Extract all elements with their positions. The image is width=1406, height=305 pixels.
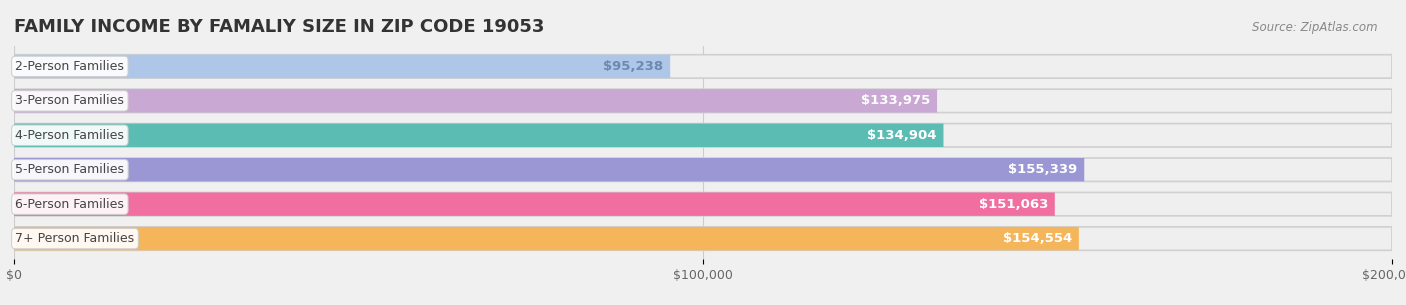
Text: Source: ZipAtlas.com: Source: ZipAtlas.com [1253, 21, 1378, 34]
Text: $133,975: $133,975 [860, 94, 931, 107]
Text: 7+ Person Families: 7+ Person Families [15, 232, 135, 245]
FancyBboxPatch shape [14, 158, 1084, 181]
Text: FAMILY INCOME BY FAMALIY SIZE IN ZIP CODE 19053: FAMILY INCOME BY FAMALIY SIZE IN ZIP COD… [14, 18, 544, 36]
Text: $95,238: $95,238 [603, 60, 664, 73]
Text: 2-Person Families: 2-Person Families [15, 60, 124, 73]
Text: $154,554: $154,554 [1002, 232, 1071, 245]
FancyBboxPatch shape [14, 227, 1392, 250]
Text: 4-Person Families: 4-Person Families [15, 129, 124, 142]
Text: $134,904: $134,904 [868, 129, 936, 142]
FancyBboxPatch shape [14, 124, 1392, 147]
FancyBboxPatch shape [14, 55, 671, 78]
FancyBboxPatch shape [14, 124, 943, 147]
FancyBboxPatch shape [14, 89, 1392, 113]
Text: $155,339: $155,339 [1008, 163, 1077, 176]
Text: $151,063: $151,063 [979, 198, 1047, 211]
FancyBboxPatch shape [14, 158, 1392, 181]
FancyBboxPatch shape [14, 192, 1054, 216]
Text: 5-Person Families: 5-Person Families [15, 163, 125, 176]
Text: 6-Person Families: 6-Person Families [15, 198, 124, 211]
FancyBboxPatch shape [14, 227, 1078, 250]
FancyBboxPatch shape [14, 89, 936, 113]
FancyBboxPatch shape [14, 55, 1392, 78]
FancyBboxPatch shape [14, 192, 1392, 216]
Text: 3-Person Families: 3-Person Families [15, 94, 124, 107]
